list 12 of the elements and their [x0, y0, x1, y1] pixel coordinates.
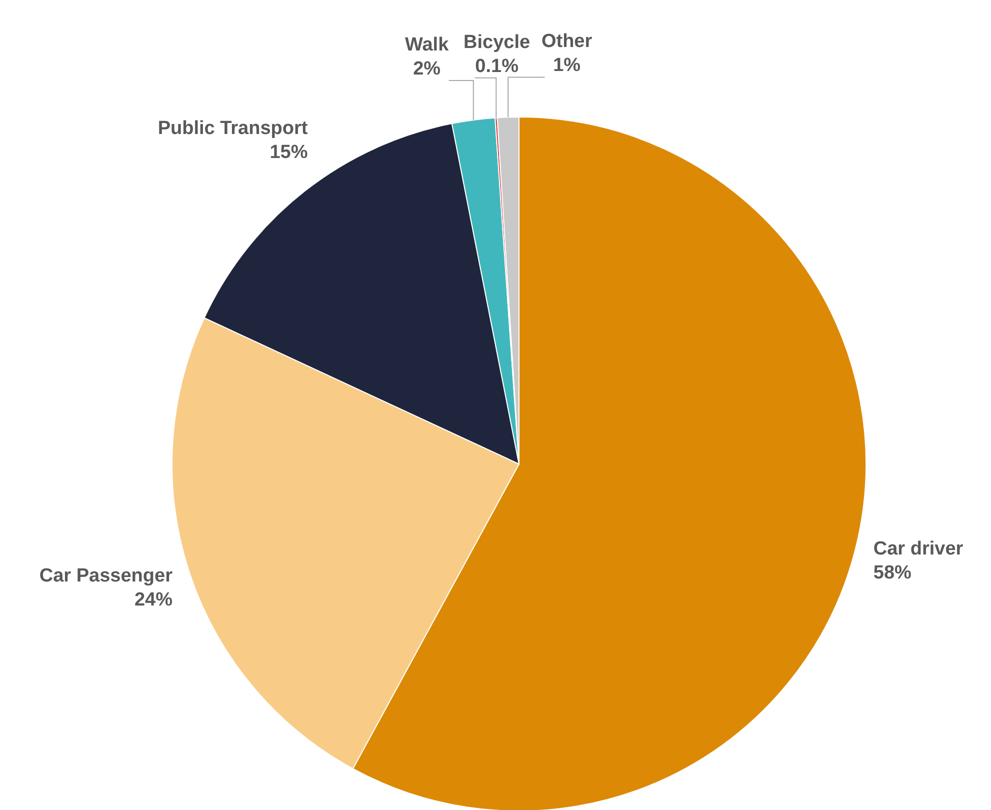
- data-label: 15%: [270, 142, 308, 163]
- data-label: 58%: [873, 562, 912, 584]
- data-label: 24%: [134, 589, 173, 610]
- data-label: 1%: [553, 55, 581, 76]
- slice-label: Public Transport: [158, 118, 308, 139]
- data-label: 0.1%: [475, 56, 519, 77]
- slice-label: Car Passenger: [39, 565, 174, 586]
- slice-label: Car driver: [873, 538, 964, 560]
- slice-label: Other: [541, 31, 593, 52]
- data-label: 2%: [413, 58, 441, 80]
- slice-label: Walk: [405, 34, 450, 56]
- slice-label: Bicycle: [464, 32, 530, 53]
